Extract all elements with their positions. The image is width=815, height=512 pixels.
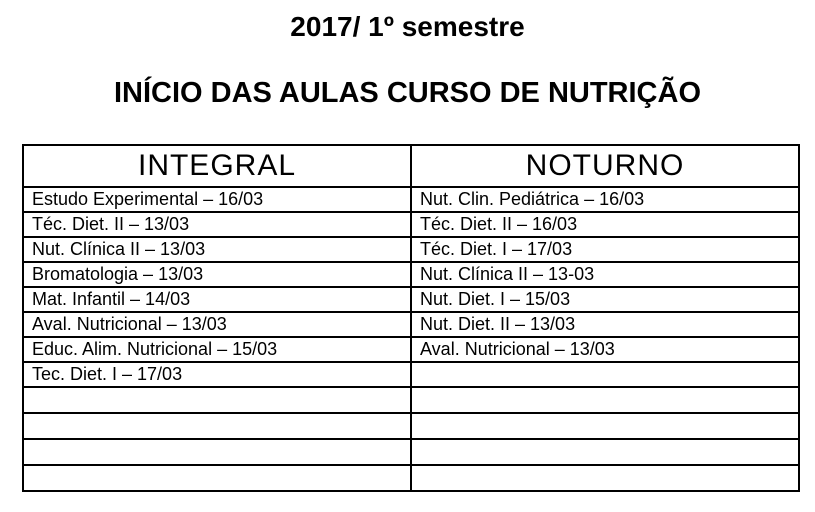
schedule-cell-noturno: Nut. Clínica II – 13-03 [410, 261, 800, 288]
schedule-cell-noturno: Nut. Clin. Pediátrica – 16/03 [410, 186, 800, 213]
schedule-cell-noturno [410, 361, 800, 388]
table-row: Educ. Alim. Nutricional – 15/03 Aval. Nut… [22, 336, 800, 363]
table-row: Téc. Diet. II – 13/03 Téc. Diet. II – 16/… [22, 211, 800, 238]
schedule-cell-integral [22, 412, 412, 440]
schedule-cell-integral: Educ. Alim. Nutricional – 15/03 [22, 336, 412, 363]
table-row: Tec. Diet. I – 17/03 [22, 361, 800, 388]
semester-title: 2017/ 1º semestre [290, 11, 525, 42]
column-header-integral: INTEGRAL [22, 144, 412, 188]
page-title: INÍCIO DAS AULAS CURSO DE NUTRIÇÃO [114, 77, 701, 109]
schedule-cell-integral: Tec. Diet. I – 17/03 [22, 361, 412, 388]
table-row [22, 464, 800, 492]
schedule-cell-integral: Bromatologia – 13/03 [22, 261, 412, 288]
schedule-table-body: Estudo Experimental – 16/03 Nut. Clin. Pe… [22, 186, 800, 492]
schedule-cell-integral [22, 386, 412, 414]
schedule-cell-noturno [410, 464, 800, 492]
table-row: Mat. Infantil – 14/03 Nut. Diet. I – 15/0… [22, 286, 800, 313]
schedule-cell-integral: Nut. Clínica II – 13/03 [22, 236, 412, 263]
table-row [22, 386, 800, 414]
schedule-cell-integral: Téc. Diet. II – 13/03 [22, 211, 412, 238]
table-header-row: INTEGRAL NOTURNO [22, 144, 800, 188]
schedule-cell-noturno: Nut. Diet. II – 13/03 [410, 311, 800, 338]
table-row: Nut. Clínica II – 13/03 Téc. Diet. I – 17… [22, 236, 800, 263]
table-row [22, 412, 800, 440]
schedule-cell-integral: Mat. Infantil – 14/03 [22, 286, 412, 313]
schedule-cell-noturno [410, 412, 800, 440]
schedule-cell-noturno: Téc. Diet. I – 17/03 [410, 236, 800, 263]
schedule-cell-noturno: Aval. Nutricional – 13/03 [410, 336, 800, 363]
schedule-cell-integral: Estudo Experimental – 16/03 [22, 186, 412, 213]
schedule-cell-noturno [410, 438, 800, 466]
schedule-table: INTEGRAL NOTURNO Estudo Experimental – 1… [22, 144, 800, 492]
schedule-cell-integral: Aval. Nutricional – 13/03 [22, 311, 412, 338]
table-row: Bromatologia – 13/03 Nut. Clínica II – 13… [22, 261, 800, 288]
schedule-cell-noturno: Nut. Diet. I – 15/03 [410, 286, 800, 313]
table-row: Estudo Experimental – 16/03 Nut. Clin. Pe… [22, 186, 800, 213]
schedule-cell-noturno: Téc. Diet. II – 16/03 [410, 211, 800, 238]
schedule-cell-integral [22, 438, 412, 466]
table-row [22, 438, 800, 466]
schedule-cell-integral [22, 464, 412, 492]
column-header-noturno: NOTURNO [410, 144, 800, 188]
table-row: Aval. Nutricional – 13/03 Nut. Diet. II –… [22, 311, 800, 338]
schedule-cell-noturno [410, 386, 800, 414]
